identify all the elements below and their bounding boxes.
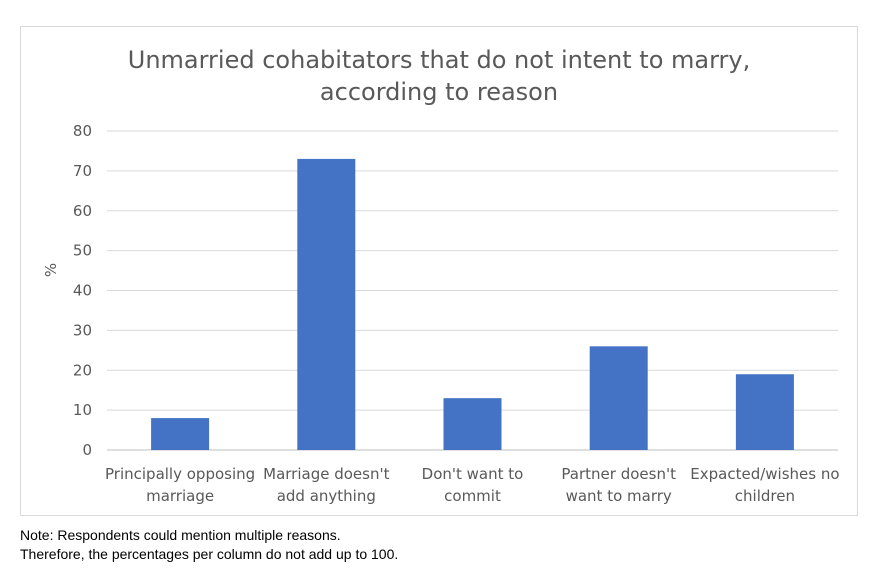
- y-tick-label: 0: [82, 441, 92, 459]
- y-tick-label: 80: [73, 122, 92, 140]
- y-tick-label: 60: [73, 202, 92, 220]
- y-tick-label: 30: [73, 321, 92, 339]
- x-tick-label: Marriage doesn't: [263, 465, 389, 483]
- footnote-line-2: Therefore, the percentages per column do…: [20, 546, 399, 562]
- x-tick-label: add anything: [277, 487, 376, 505]
- bar: [589, 346, 648, 450]
- x-tick-label: Don't want to: [422, 465, 524, 483]
- footnote-line-1: Note: Respondents could mention multiple…: [20, 527, 341, 543]
- chart-title-line-2: according to reason: [319, 78, 559, 106]
- chart-title: Unmarried cohabitators that do not inten…: [20, 44, 858, 108]
- y-tick-label: 20: [73, 361, 92, 379]
- x-tick-label: Principally opposing: [105, 465, 255, 483]
- x-tick-label: marriage: [146, 487, 214, 505]
- y-tick-label: 50: [73, 242, 92, 260]
- y-tick-label: 40: [73, 282, 92, 300]
- bar: [297, 158, 356, 450]
- x-tick-label: Partner doesn't: [561, 465, 676, 483]
- y-tick-label: 10: [73, 401, 92, 419]
- x-tick-label: want to marry: [566, 487, 672, 505]
- x-tick-label: commit: [444, 487, 501, 505]
- bar: [443, 398, 502, 450]
- y-tick-label: 70: [73, 162, 92, 180]
- chart-title-line-1: Unmarried cohabitators that do not inten…: [127, 46, 751, 74]
- x-tick-label: children: [735, 487, 795, 505]
- y-axis-label: %: [42, 263, 60, 277]
- x-tick-label: Expacted/wishes no: [690, 465, 839, 483]
- bar: [151, 418, 210, 450]
- bar: [735, 374, 794, 450]
